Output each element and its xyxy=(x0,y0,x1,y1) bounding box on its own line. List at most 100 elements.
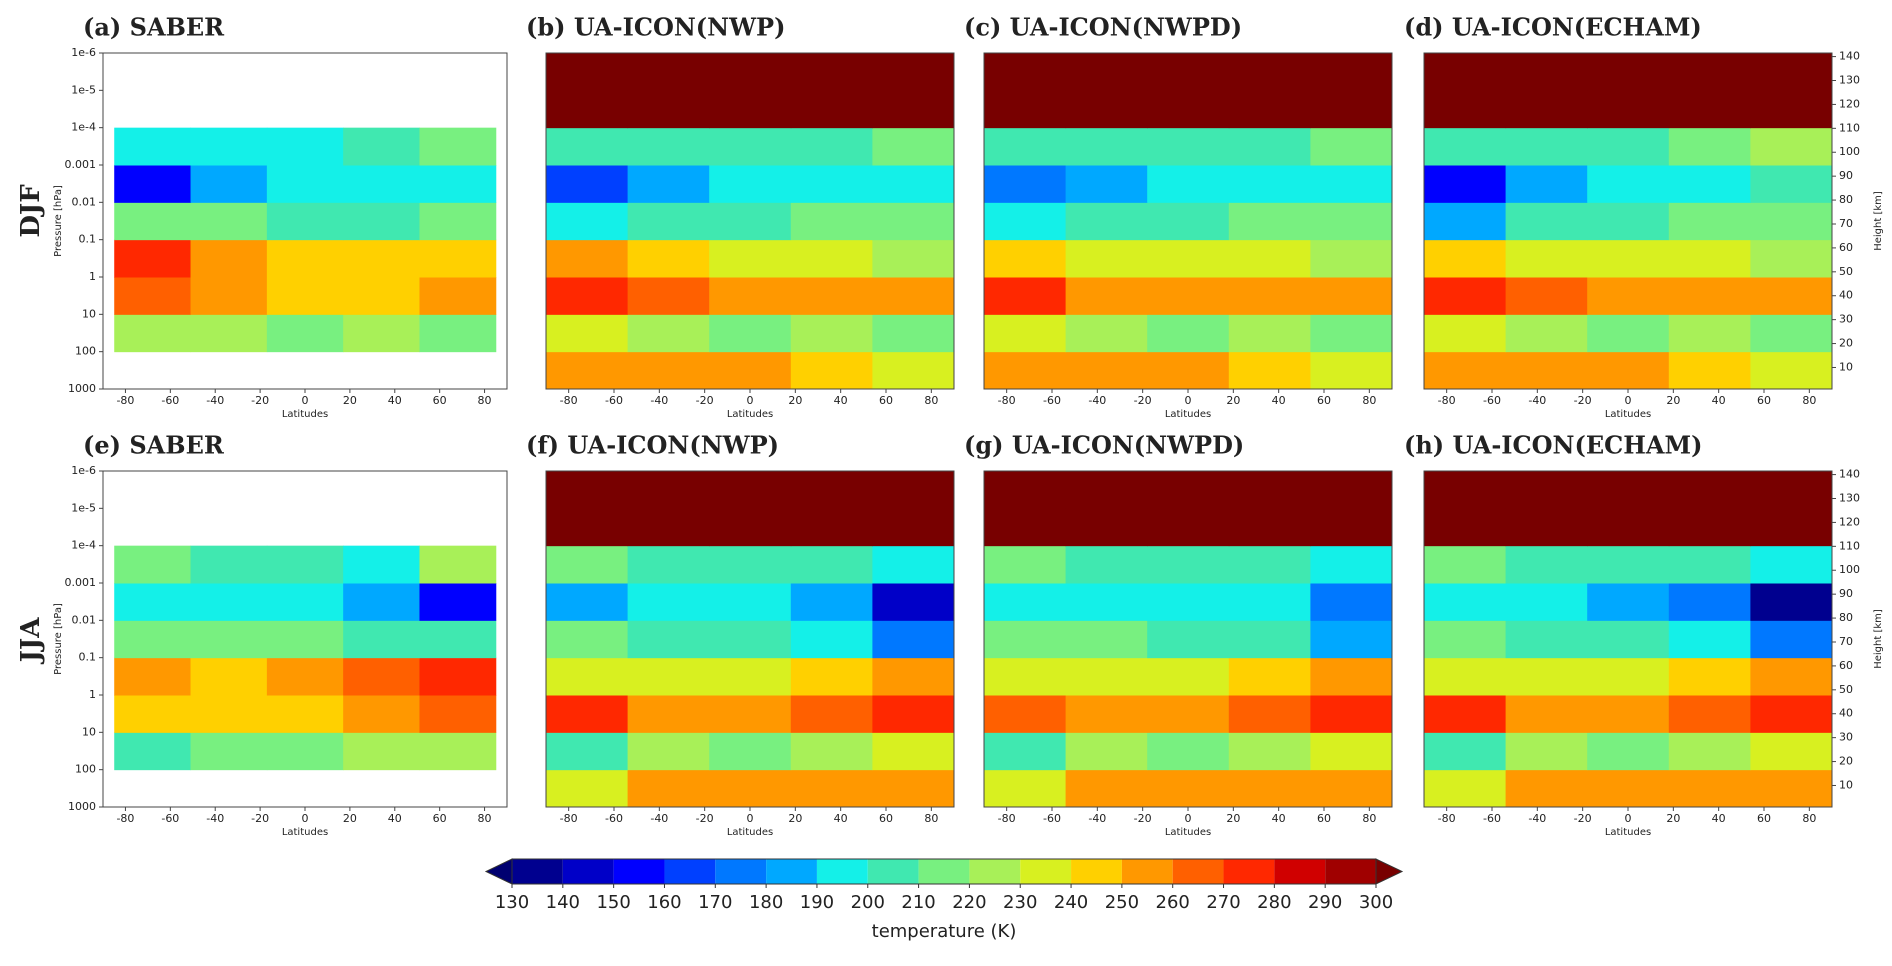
temperature-cell xyxy=(1065,769,1148,808)
temperature-cell xyxy=(114,583,192,621)
x-tick-label: 60 xyxy=(1317,812,1331,825)
temperature-cell xyxy=(1310,695,1393,733)
temperature-cell xyxy=(627,239,710,278)
temperature-cell xyxy=(1310,314,1393,353)
temperature-cell xyxy=(872,127,955,166)
temperature-cell xyxy=(1587,732,1670,771)
temperature-cell xyxy=(114,277,192,315)
temperature-cell xyxy=(190,277,268,315)
temperature-cell xyxy=(546,620,629,659)
temperature-cell xyxy=(872,314,955,353)
temperature-cell xyxy=(709,127,792,166)
temperature-cell xyxy=(1065,657,1148,696)
x-tick-label: -80 xyxy=(1438,812,1456,825)
temperature-cell xyxy=(984,53,1067,91)
temperature-cell xyxy=(984,620,1067,659)
temperature-cell xyxy=(790,769,873,808)
x-tick-label: -60 xyxy=(1043,394,1061,407)
temperature-cell xyxy=(114,239,192,278)
temperature-cell xyxy=(1147,657,1230,696)
temperature-cell xyxy=(627,545,710,584)
temperature-cell xyxy=(546,769,629,808)
temperature-cell xyxy=(1505,277,1588,315)
y-tick-label: 1e-4 xyxy=(71,539,96,552)
panel-title: (f) UA-ICON(NWP) xyxy=(526,431,779,460)
temperature-cell xyxy=(419,202,497,241)
x-tick-label: -60 xyxy=(1043,812,1061,825)
temperature-cell xyxy=(872,53,955,91)
x-tick-label: 40 xyxy=(1272,812,1286,825)
temperature-cell xyxy=(343,165,420,203)
temperature-cell xyxy=(1147,695,1230,733)
temperature-cell xyxy=(1147,769,1230,808)
colorbar-extend-low xyxy=(484,858,513,885)
temperature-cell xyxy=(1750,620,1833,659)
temperature-cell xyxy=(343,277,420,315)
temperature-cell xyxy=(1424,127,1507,166)
temperature-cell xyxy=(790,620,873,659)
y-tick-label: 1 xyxy=(89,270,96,283)
temperature-cell xyxy=(1587,508,1670,547)
temperature-cell xyxy=(1065,202,1148,241)
x-tick-label: -80 xyxy=(1438,394,1456,407)
temperature-cell xyxy=(1668,695,1751,733)
temperature-cell xyxy=(546,545,629,584)
y2-tick-label: 20 xyxy=(1839,755,1853,768)
temperature-cell xyxy=(1424,583,1507,621)
temperature-cell xyxy=(709,239,792,278)
colorbar-bin xyxy=(1121,859,1173,884)
temperature-cell xyxy=(1228,351,1311,390)
temperature-cell xyxy=(1750,732,1833,771)
temperature-cell xyxy=(627,732,710,771)
temperature-cell xyxy=(709,769,792,808)
y2-tick-label: 50 xyxy=(1839,265,1853,278)
panel-title: (c) UA-ICON(NWPD) xyxy=(964,13,1242,42)
colorbar-frame xyxy=(511,858,1377,885)
colorbar-tick-label: 260 xyxy=(1156,892,1190,913)
temperature-cell xyxy=(1424,508,1507,547)
x-tick-label: -80 xyxy=(560,812,578,825)
y2-axis-label: Height [km] xyxy=(1873,609,1884,669)
temperature-cell xyxy=(190,695,268,733)
temperature-cell xyxy=(343,695,420,733)
temperature-cell xyxy=(627,695,710,733)
temperature-cell xyxy=(1228,583,1311,621)
colorbar-tick-label: 280 xyxy=(1257,892,1291,913)
x-tick-label: 60 xyxy=(1757,812,1771,825)
colorbar-tick-label: 220 xyxy=(952,892,986,913)
temperature-cell xyxy=(1668,545,1751,584)
temperature-cell xyxy=(1310,90,1393,129)
temperature-cell xyxy=(1065,127,1148,166)
temperature-cell xyxy=(1147,620,1230,659)
temperature-cell xyxy=(1147,732,1230,771)
y-tick-label: 0.001 xyxy=(65,158,97,171)
y-tick-label: 1000 xyxy=(68,800,96,813)
temperature-cell xyxy=(790,239,873,278)
x-tick-label: 0 xyxy=(747,812,754,825)
temperature-cell xyxy=(1668,53,1751,91)
colorbar-bin xyxy=(1274,859,1326,884)
temperature-cell xyxy=(790,202,873,241)
temperature-cell xyxy=(872,545,955,584)
temperature-cell xyxy=(266,695,344,733)
temperature-cell xyxy=(627,508,710,547)
temperature-cell xyxy=(872,239,955,278)
temperature-cell xyxy=(1310,583,1393,621)
x-tick-label: 0 xyxy=(302,394,309,407)
temperature-cell xyxy=(1505,90,1588,129)
y2-tick-label: 80 xyxy=(1839,193,1853,206)
colorbar-bin xyxy=(918,859,970,884)
x-tick-label: -40 xyxy=(1088,812,1106,825)
y-tick-label: 0.1 xyxy=(79,651,97,664)
temperature-cell xyxy=(790,657,873,696)
temperature-cell xyxy=(1750,239,1833,278)
colorbar-bin xyxy=(969,859,1021,884)
temperature-cell xyxy=(627,277,710,315)
temperature-cell xyxy=(790,53,873,91)
temperature-cell xyxy=(984,90,1067,129)
colorbar-bin xyxy=(715,859,767,884)
temperature-cell xyxy=(419,583,497,621)
x-tick-label: -80 xyxy=(116,812,134,825)
colorbar-bin xyxy=(816,859,868,884)
temperature-cell xyxy=(1228,53,1311,91)
